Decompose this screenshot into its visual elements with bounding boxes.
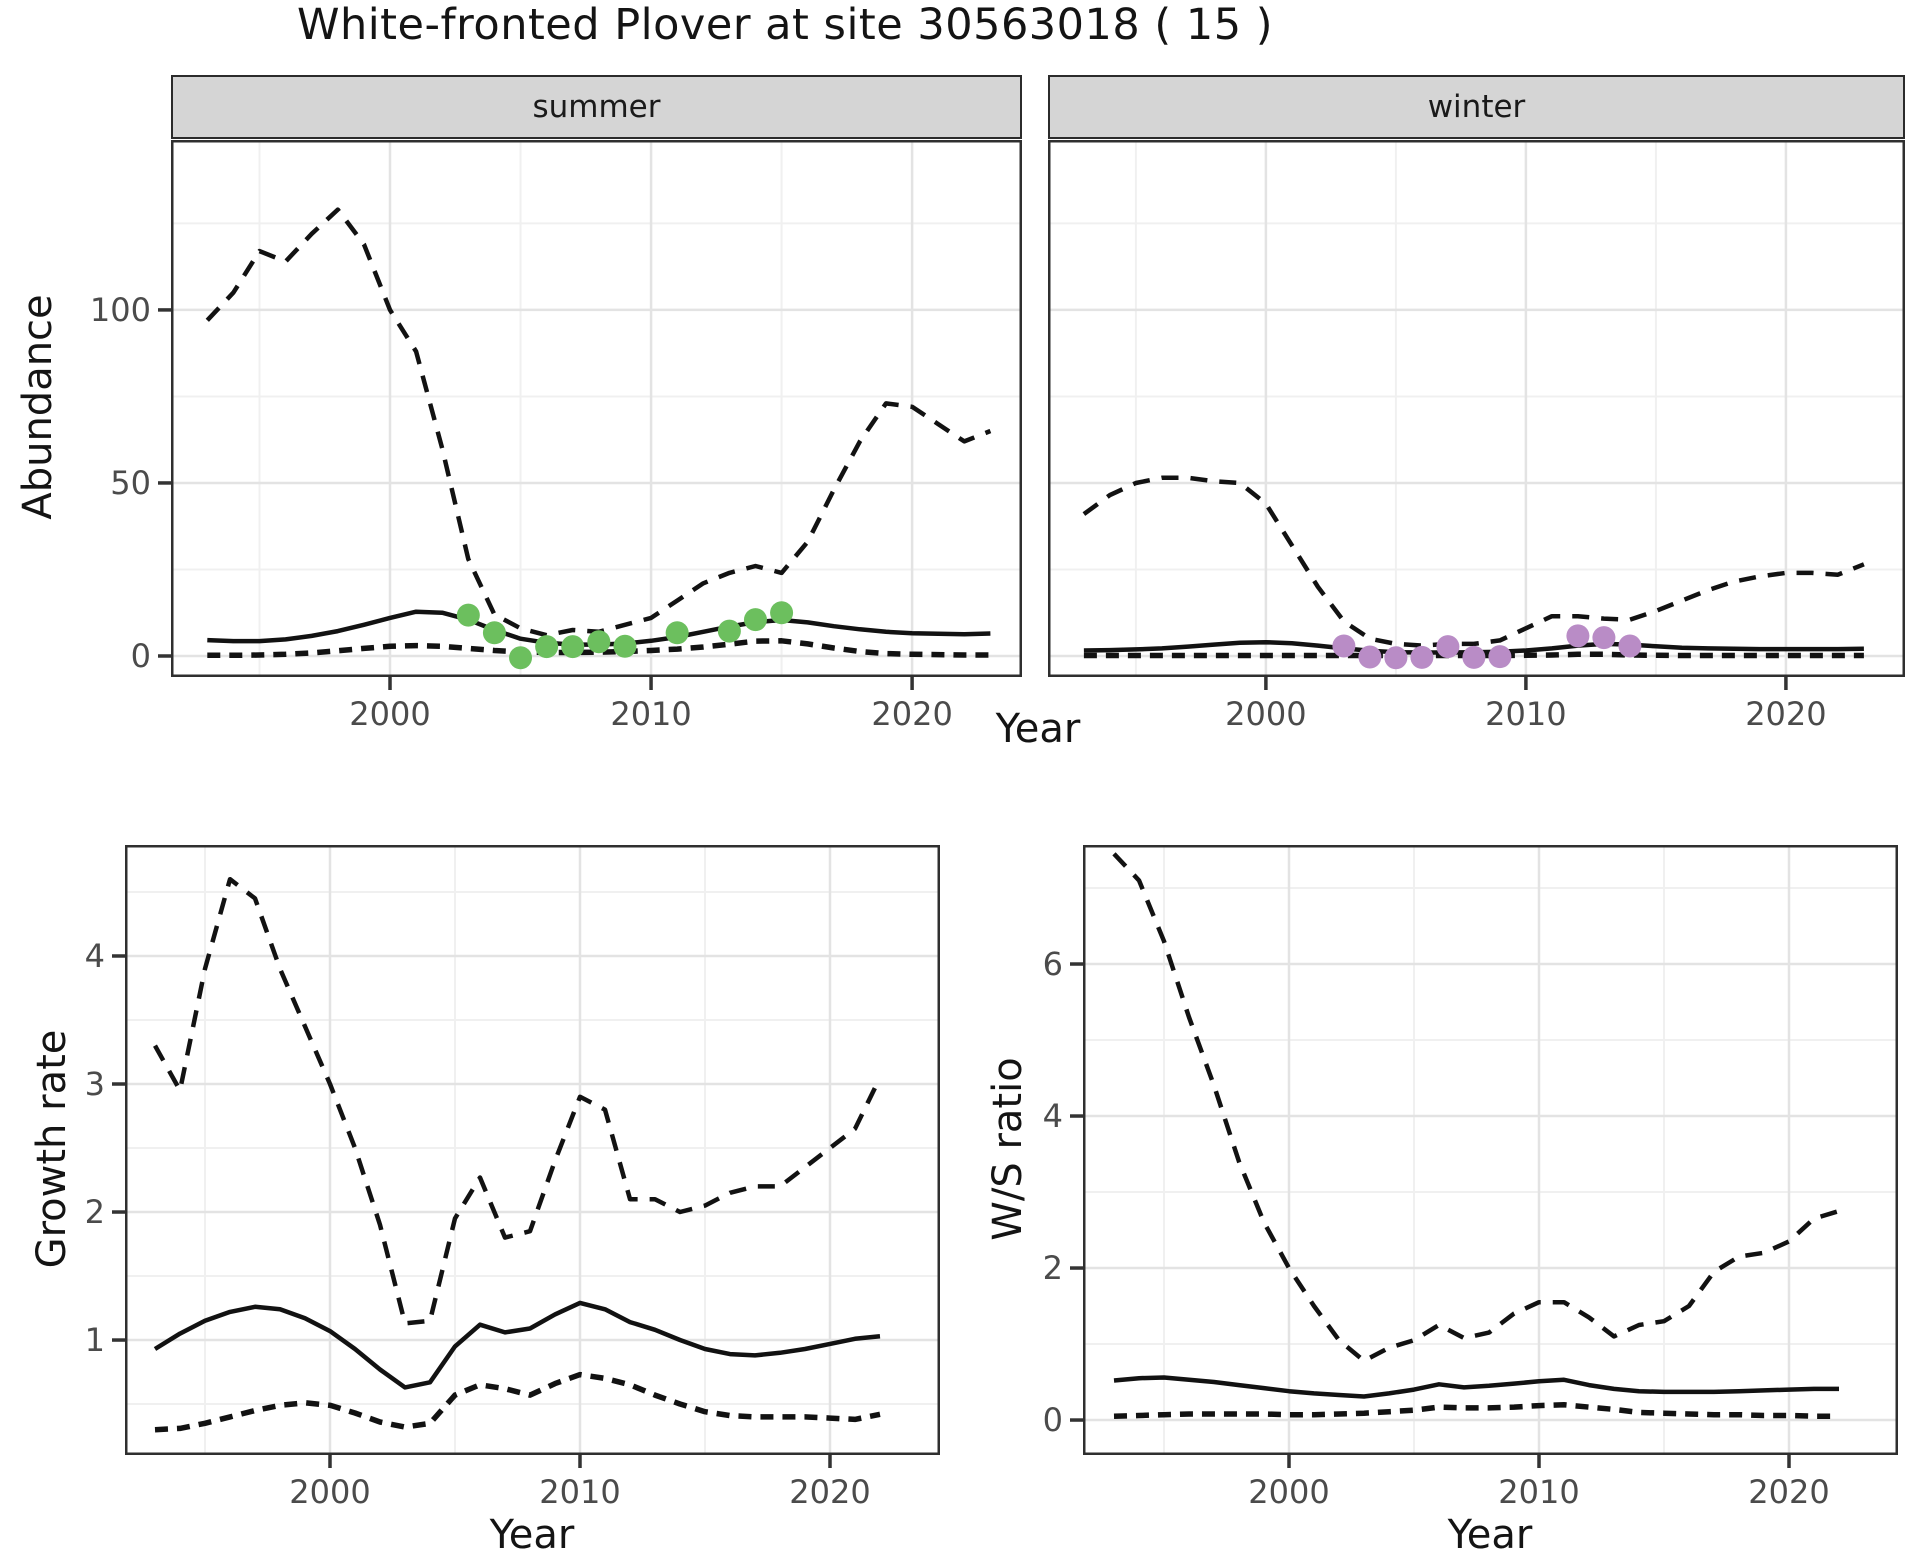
- ws-ratio-svg: [1070, 845, 1898, 1468]
- y-tick-label: 3: [84, 1065, 105, 1103]
- abundance-winter-observed-point: [1332, 634, 1356, 658]
- growth-rate-mean-line: [153, 1300, 881, 1390]
- abundance-winter-observed-point: [1566, 624, 1590, 648]
- abundance-summer-observed-point: [743, 608, 767, 632]
- abundance-winter-observed-point: [1592, 626, 1616, 650]
- page-title: White-fronted Plover at site 30563018 ( …: [296, 0, 1274, 50]
- y-tick-label: 100: [89, 290, 151, 329]
- abundance-winter-upper_ci-line: [1082, 475, 1865, 648]
- y-axis-title-abundance: Abundance: [15, 294, 61, 520]
- x-tick-label: 2010: [539, 1473, 621, 1511]
- x-tick-label: 2020: [1748, 1473, 1830, 1511]
- y-tick-label: 0: [1042, 1401, 1063, 1440]
- x-axis-title-year-top: Year: [995, 706, 1081, 752]
- abundance-summer-panel: [158, 140, 1022, 690]
- abundance-winter-observed-point: [1488, 645, 1512, 669]
- abundance-summer-observed-point: [665, 621, 689, 645]
- growth-rate-lower_ci-line: [154, 1371, 881, 1433]
- abundance-winter-observed-point: [1618, 634, 1642, 658]
- x-tick-label: 2020: [1745, 695, 1827, 733]
- abundance-summer-observed-point: [482, 621, 506, 645]
- x-tick-label: 2020: [789, 1473, 871, 1511]
- x-axis-title-year-ws: Year: [1447, 1512, 1533, 1558]
- x-tick-label: 2000: [1225, 695, 1307, 733]
- abundance-summer-observed-point: [456, 603, 480, 627]
- abundance-summer-observed-point: [717, 619, 741, 643]
- ws-ratio-upper_ci-line: [1112, 852, 1840, 1364]
- abundance-winter-observed-point: [1384, 646, 1408, 670]
- facet-strip-summer: summer: [171, 75, 1022, 139]
- y-axis-title-growth-rate: Growth rate: [29, 1029, 75, 1269]
- abundance-winter-svg: [1048, 140, 1905, 690]
- facet-label-summer: summer: [532, 89, 661, 125]
- x-tick-label: 2010: [1498, 1473, 1580, 1511]
- abundance-summer-observed-point: [561, 635, 585, 659]
- y-tick-label: 4: [1042, 1097, 1063, 1136]
- y-tick-label: 4: [84, 936, 105, 975]
- growth-rate-panel: [112, 845, 940, 1468]
- y-tick-label: 2: [1042, 1249, 1063, 1288]
- x-axis-title-year-growth: Year: [489, 1512, 575, 1558]
- x-tick-label: 2000: [1248, 1473, 1330, 1511]
- abundance-winter-panel: [1048, 140, 1905, 690]
- x-tick-label: 2010: [610, 695, 692, 733]
- x-tick-label: 2010: [1485, 695, 1567, 733]
- ws-ratio-panel: [1070, 845, 1898, 1468]
- facet-label-winter: winter: [1427, 89, 1526, 125]
- facet-strip-winter: winter: [1048, 75, 1905, 139]
- growth-rate-upper_ci-line: [153, 876, 883, 1326]
- x-tick-label: 2000: [289, 1473, 371, 1511]
- x-tick-label: 2000: [349, 695, 431, 733]
- abundance-winter-observed-point: [1358, 645, 1382, 669]
- abundance-summer-observed-point: [587, 630, 611, 654]
- abundance-winter-observed-point: [1462, 645, 1486, 669]
- x-tick-label: 2020: [871, 695, 953, 733]
- y-tick-label: 6: [1042, 945, 1063, 984]
- growth-rate-svg: [112, 845, 940, 1468]
- abundance-winter-observed-point: [1410, 645, 1434, 669]
- y-tick-label: 2: [84, 1193, 105, 1232]
- abundance-summer-observed-point: [509, 646, 533, 670]
- y-tick-label: 50: [110, 463, 151, 502]
- y-tick-label: 0: [130, 636, 151, 675]
- abundance-summer-upper_ci-line: [205, 207, 992, 638]
- abundance-summer-observed-point: [770, 601, 794, 625]
- abundance-summer-observed-point: [613, 634, 637, 658]
- ws-ratio-mean-line: [1113, 1375, 1839, 1399]
- abundance-winter-observed-point: [1436, 635, 1460, 659]
- ws-ratio-lower_ci-line: [1113, 1402, 1839, 1419]
- abundance-summer-svg: [158, 140, 1022, 690]
- abundance-summer-observed-point: [535, 635, 559, 659]
- abundance-winter-lower_ci-line: [1083, 651, 1864, 659]
- y-tick-label: 1: [84, 1321, 105, 1360]
